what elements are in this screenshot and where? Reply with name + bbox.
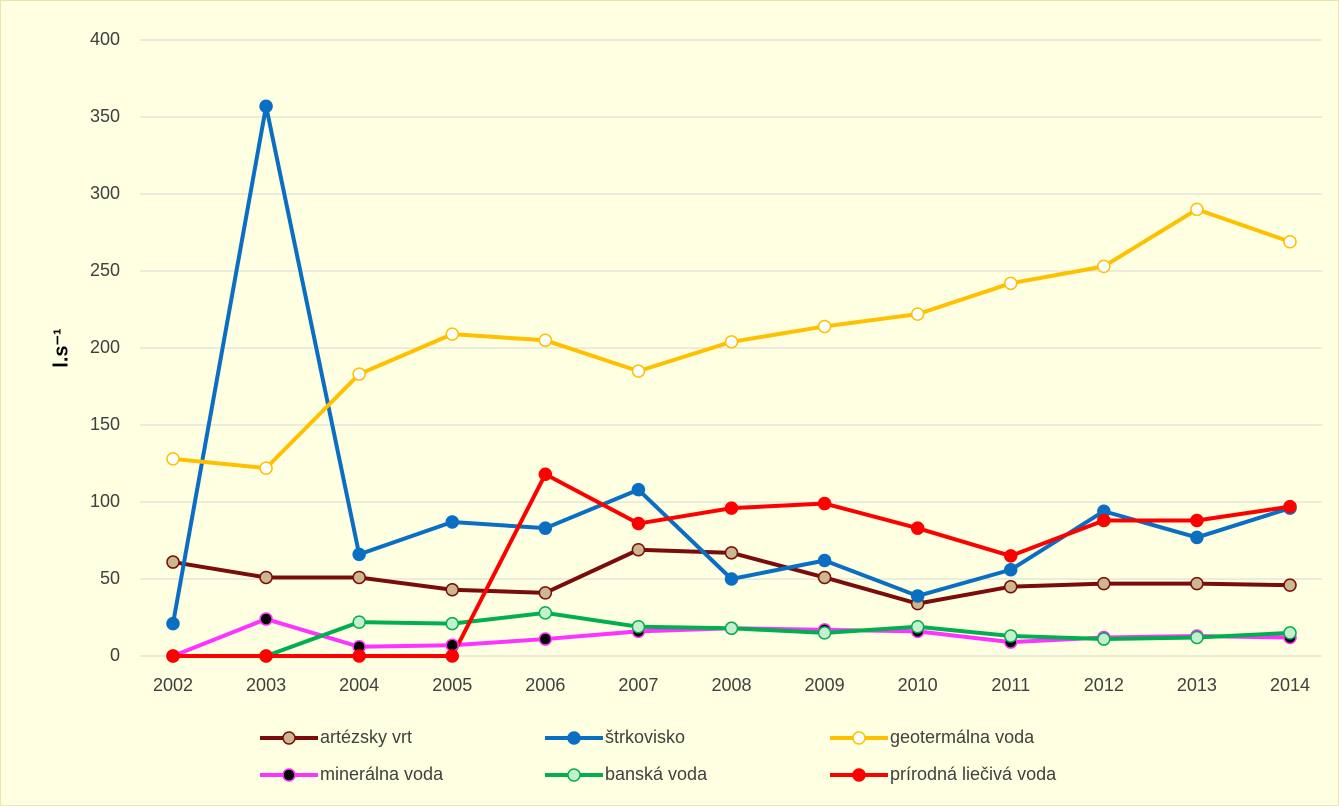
- data-point: [724, 501, 739, 515]
- data-point: [631, 619, 646, 634]
- data-point: [1097, 576, 1111, 591]
- data-point: [259, 461, 273, 475]
- legend-label: minerálna voda: [320, 764, 444, 784]
- data-point: [1004, 549, 1018, 563]
- data-point: [352, 570, 366, 585]
- legend-label: prírodná liečivá voda: [890, 764, 1057, 784]
- data-point: [1004, 276, 1018, 291]
- data-point: [1097, 259, 1111, 274]
- data-point: [166, 452, 180, 466]
- data-point: [724, 335, 739, 349]
- data-point: [631, 364, 646, 378]
- data-point: [1190, 530, 1204, 545]
- data-point: [631, 516, 646, 531]
- data-point: [352, 547, 366, 562]
- data-point: [910, 521, 925, 535]
- data-point: [1004, 629, 1018, 643]
- data-point: [259, 99, 273, 113]
- data-point: [1190, 630, 1204, 645]
- data-point: [724, 546, 739, 560]
- data-point: [352, 615, 366, 629]
- data-point: [631, 542, 646, 557]
- legend-marker: [852, 731, 866, 745]
- data-point: [538, 632, 553, 646]
- legend-label: geotermálna voda: [890, 727, 1035, 747]
- data-point: [1190, 513, 1204, 528]
- y-tick-label: 100: [90, 491, 120, 511]
- data-point: [724, 572, 739, 586]
- data-point: [166, 649, 180, 663]
- y-tick-label: 400: [90, 29, 120, 49]
- legend-marker: [282, 731, 296, 745]
- legend-marker: [852, 768, 866, 782]
- data-point: [1097, 513, 1111, 528]
- data-point: [445, 583, 459, 597]
- data-point: [1004, 579, 1018, 594]
- x-tick-label: 2003: [246, 675, 286, 695]
- data-point: [259, 649, 273, 663]
- x-tick-label: 2014: [1270, 675, 1310, 695]
- data-point: [1004, 563, 1018, 577]
- data-point: [538, 606, 553, 620]
- y-tick-label: 250: [90, 260, 120, 280]
- x-tick-label: 2008: [711, 675, 751, 695]
- data-point: [445, 649, 459, 663]
- y-tick-label: 300: [90, 183, 120, 203]
- data-point: [166, 616, 180, 631]
- data-point: [259, 570, 273, 585]
- data-point: [445, 327, 459, 341]
- data-point: [352, 649, 366, 663]
- data-point: [1283, 626, 1297, 640]
- data-point: [445, 515, 459, 529]
- data-point: [817, 319, 832, 334]
- data-point: [1283, 578, 1297, 592]
- x-tick-label: 2007: [618, 675, 658, 695]
- x-tick-label: 2013: [1177, 675, 1217, 695]
- data-point: [631, 482, 646, 497]
- x-tick-label: 2009: [805, 675, 845, 695]
- data-point: [724, 621, 739, 636]
- data-point: [817, 496, 832, 511]
- data-point: [352, 367, 366, 381]
- data-point: [538, 521, 553, 535]
- data-point: [1283, 499, 1297, 514]
- y-axis-label: l.s⁻¹: [50, 328, 72, 368]
- data-point: [538, 333, 553, 348]
- data-point: [1283, 234, 1297, 249]
- x-tick-label: 2005: [432, 675, 472, 695]
- x-tick-label: 2011: [991, 675, 1030, 695]
- x-tick-label: 2004: [339, 675, 379, 695]
- legend-label: banská voda: [605, 764, 708, 784]
- y-tick-label: 350: [90, 106, 120, 126]
- data-point: [445, 616, 459, 631]
- data-point: [1190, 576, 1204, 591]
- data-point: [538, 586, 553, 600]
- data-point: [817, 626, 832, 640]
- data-point: [817, 553, 832, 568]
- legend-label: štrkovisko: [605, 727, 685, 747]
- data-point: [817, 570, 832, 585]
- x-tick-label: 2010: [898, 675, 938, 695]
- data-point: [1097, 632, 1111, 646]
- data-point: [1190, 202, 1204, 217]
- y-tick-label: 200: [90, 337, 120, 357]
- x-tick-label: 2002: [153, 675, 193, 695]
- legend-marker: [282, 768, 296, 782]
- y-tick-label: 0: [110, 645, 120, 665]
- data-point: [910, 619, 925, 634]
- x-tick-label: 2006: [525, 675, 565, 695]
- data-point: [166, 555, 180, 569]
- y-tick-label: 150: [90, 414, 120, 434]
- data-point: [910, 307, 925, 321]
- y-tick-label: 50: [100, 568, 120, 588]
- legend-label: artézsky vrt: [320, 727, 412, 747]
- legend-marker: [567, 731, 581, 745]
- data-point: [259, 612, 273, 626]
- data-point: [538, 467, 553, 482]
- x-tick-label: 2012: [1084, 675, 1124, 695]
- legend-marker: [567, 768, 581, 782]
- data-point: [910, 589, 925, 603]
